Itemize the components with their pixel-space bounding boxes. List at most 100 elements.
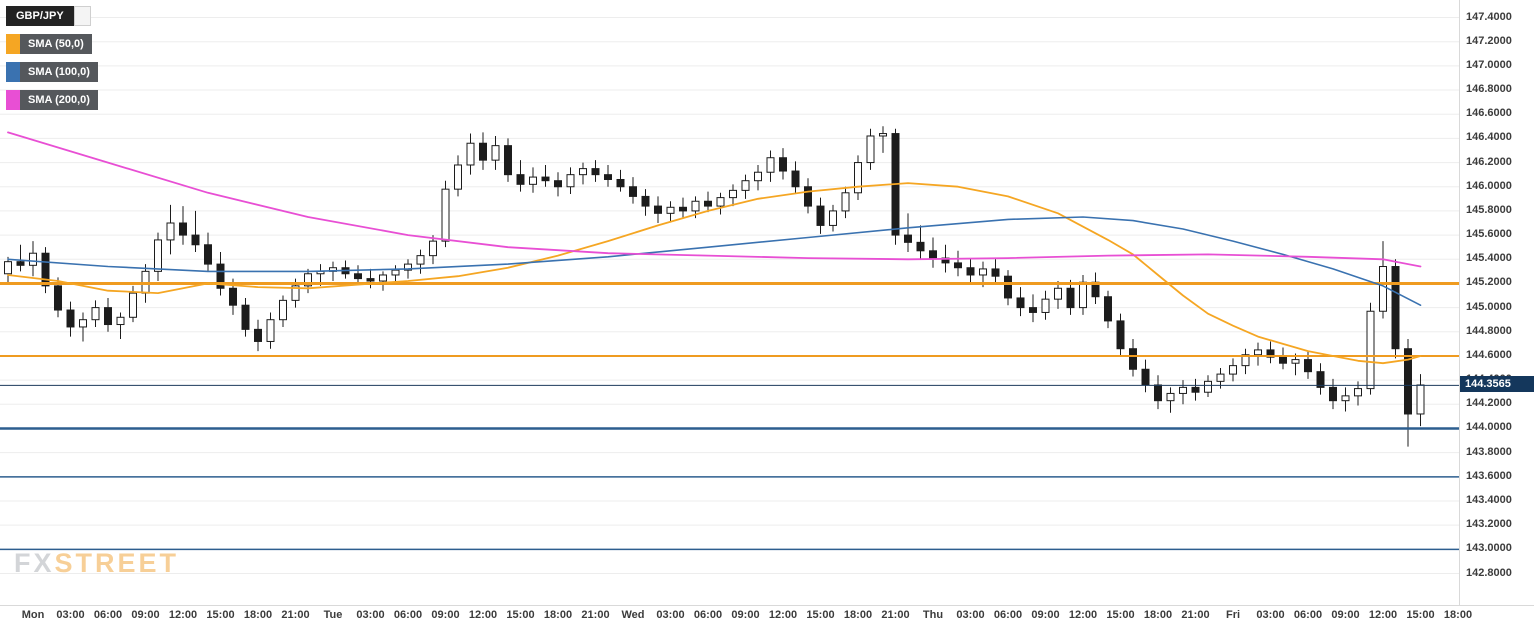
price-axis-label: 145.0000 (1466, 300, 1512, 313)
candle-body (1004, 275, 1012, 299)
sma50-color-chip (6, 34, 20, 54)
time-axis-label: Wed (621, 609, 645, 621)
time-axis-label: 03:00 (56, 609, 85, 621)
legend: GBP/JPY SMA (50,0) SMA (100,0) SMA (200,… (6, 6, 98, 110)
time-axis-label: Fri (1225, 609, 1241, 621)
candle-body (766, 157, 775, 173)
time-axis[interactable]: Mon 03:00 06:00 09:00 12:00 15:00 18:00 21:00 Tu… (0, 605, 1534, 626)
candle-body (604, 174, 612, 180)
candle-body (1291, 359, 1300, 364)
candle-body (1416, 384, 1425, 415)
indicator-badge-sma200[interactable]: SMA (200,0) (6, 90, 98, 110)
candle-body (1104, 296, 1112, 322)
candle-body (804, 186, 812, 207)
candle-body (1191, 386, 1200, 393)
candle-body (566, 174, 575, 188)
price-axis-label: 142.8000 (1466, 566, 1512, 579)
candle-body (1079, 281, 1087, 309)
candle-body (116, 316, 125, 326)
candle-body (1016, 297, 1025, 309)
chart-canvas[interactable] (0, 0, 1459, 605)
candle-body (954, 262, 962, 269)
price-axis[interactable]: 144.3565 147.4000 147.2000 147.0000 146.800… (1459, 0, 1534, 605)
candle-body (541, 176, 550, 182)
time-axis-label: 09:00 (1331, 609, 1360, 621)
candle-body (704, 200, 712, 207)
time-axis-label: 21:00 (281, 609, 310, 621)
candle-body (691, 200, 700, 212)
candle-body (4, 261, 12, 275)
price-axis-label: 144.6000 (1466, 348, 1512, 361)
candle-body (441, 188, 450, 242)
time-axis-label: 03:00 (956, 609, 985, 621)
candle-body (491, 145, 500, 161)
candle-body (229, 287, 237, 306)
candle-body (991, 268, 1000, 277)
candle-body (1279, 356, 1287, 364)
indicator-badge-sma100[interactable]: SMA (100,0) (6, 62, 98, 82)
candle-body (979, 268, 987, 276)
time-axis-label: 09:00 (431, 609, 460, 621)
price-axis-label: 146.0000 (1466, 179, 1512, 192)
candle-body (266, 319, 275, 342)
current-price-tag: 144.3565 (1460, 376, 1534, 393)
candle-body (966, 267, 975, 276)
candle-body (379, 274, 387, 282)
candle-body (729, 189, 737, 199)
price-axis-label: 144.2000 (1466, 397, 1512, 410)
candle-body (1341, 395, 1350, 402)
time-axis-label: 06:00 (993, 609, 1023, 621)
candle-body (816, 205, 825, 226)
candle-body (1304, 359, 1312, 373)
candle-body (166, 222, 175, 241)
candle-body (429, 240, 437, 257)
price-axis-label: 143.4000 (1466, 494, 1512, 506)
time-axis-label: 12:00 (768, 609, 798, 621)
price-axis-label: 146.8000 (1466, 83, 1512, 96)
candle-body (554, 180, 562, 188)
candle-body (1066, 287, 1075, 309)
watermark-fx: FX (14, 548, 55, 578)
candle-body (616, 178, 625, 188)
price-axis-label: 143.6000 (1466, 469, 1512, 482)
candle-body (829, 210, 837, 226)
price-axis-label: 147.0000 (1466, 58, 1512, 71)
time-axis-label: 15:00 (1106, 609, 1135, 621)
candle-body (741, 180, 750, 191)
candle-body (654, 205, 662, 214)
candle-body (504, 145, 512, 176)
candle-body (879, 133, 887, 137)
price-axis-label: 145.4000 (1466, 252, 1512, 265)
candle-body (916, 241, 925, 252)
symbol-badge[interactable]: GBP/JPY (6, 6, 91, 26)
time-axis-label: Thu (922, 609, 944, 621)
candle-body (41, 252, 50, 287)
indicator-badge-sma50[interactable]: SMA (50,0) (6, 34, 92, 54)
candle-body (404, 263, 412, 271)
candle-body (179, 222, 187, 236)
sma-line-50 (7, 182, 1422, 365)
time-axis-label: 18:00 (243, 609, 273, 621)
time-axis-label: 03:00 (656, 609, 685, 621)
price-axis-label: 146.4000 (1466, 131, 1512, 144)
candle-body (1366, 310, 1375, 390)
sma-line-100 (7, 216, 1422, 307)
candle-body (791, 170, 800, 188)
price-axis-label: 143.8000 (1466, 445, 1512, 458)
price-axis-label: 145.6000 (1466, 228, 1512, 241)
sma100-label: SMA (100,0) (20, 62, 98, 82)
price-axis-label: 145.8000 (1466, 203, 1512, 216)
candle-body (304, 273, 312, 287)
time-axis-label: Tue (323, 609, 343, 621)
candle-body (204, 244, 212, 265)
time-axis-label: 03:00 (356, 609, 385, 621)
time-axis-label: 06:00 (1293, 609, 1323, 621)
candle-body (579, 168, 587, 176)
sma-line-200 (7, 131, 1422, 268)
time-axis-label: 12:00 (1368, 609, 1398, 621)
time-axis-label: 15:00 (206, 609, 235, 621)
sma200-color-chip (6, 90, 20, 110)
candle-body (1129, 348, 1137, 370)
legend-expand-button[interactable] (73, 6, 91, 26)
